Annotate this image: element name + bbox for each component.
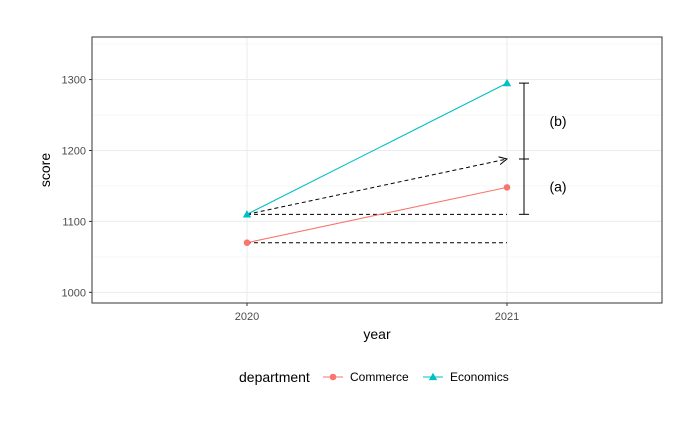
legend-label: Economics [450, 370, 509, 384]
annotation-label: (a) [549, 179, 566, 195]
plot-panel-border [91, 36, 663, 304]
legend: department Commerce Economics [239, 369, 509, 385]
annotation-label: (b) [549, 113, 566, 129]
data-point [243, 239, 251, 247]
data-point [503, 184, 511, 191]
series [242, 78, 512, 247]
tick-labels: 1000 1100 1200 1300 2020 2021 [62, 75, 520, 323]
y-tick-label: 1000 [62, 287, 86, 299]
x-axis-title: year [363, 326, 391, 342]
legend-label: Commerce [350, 370, 409, 384]
legend-key-marker [329, 373, 337, 381]
y-axis-title: score [37, 153, 53, 187]
y-tick-label: 1200 [62, 145, 86, 157]
grid [92, 37, 662, 303]
y-tick-label: 1100 [62, 216, 86, 228]
legend-key-marker [428, 372, 438, 381]
x-tick-label: 2020 [235, 311, 259, 323]
series-line [246, 186, 508, 244]
y-tick-label: 1300 [62, 75, 86, 87]
legend-item: Commerce [323, 370, 409, 384]
annotations: (a) (b) [519, 82, 567, 215]
legend-title: department [239, 369, 310, 385]
data-point [242, 210, 252, 218]
dashed-arrow-line [246, 159, 507, 215]
reference-lines [246, 159, 507, 244]
series-line [246, 82, 508, 215]
x-tick-label: 2021 [495, 311, 519, 323]
legend-item: Economics [423, 370, 509, 384]
legend-items: Commerce Economics [323, 370, 509, 384]
data-point [502, 78, 512, 87]
